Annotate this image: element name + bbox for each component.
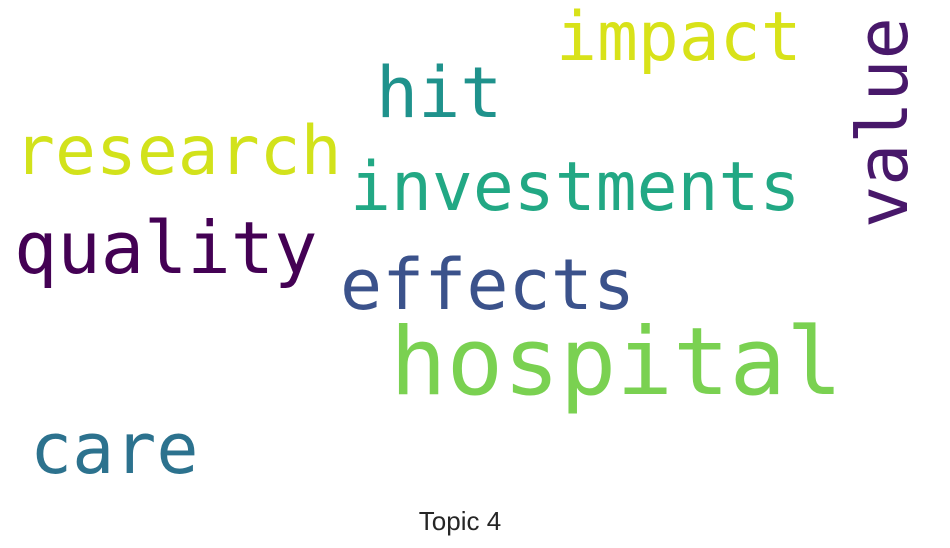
word-hospital: hospital: [390, 308, 843, 417]
word-care: care: [30, 408, 199, 490]
word-investments: investments: [350, 148, 801, 227]
word-quality: quality: [14, 206, 318, 290]
word-cloud: hospital investments research quality ef…: [14, 0, 924, 490]
word-value: value: [842, 17, 924, 228]
word-impact: impact: [556, 0, 802, 77]
figure-caption: Topic 4: [418, 506, 502, 536]
word-hit: hit: [376, 52, 503, 134]
word-effects: effects: [340, 244, 636, 326]
word-research: research: [14, 112, 342, 191]
